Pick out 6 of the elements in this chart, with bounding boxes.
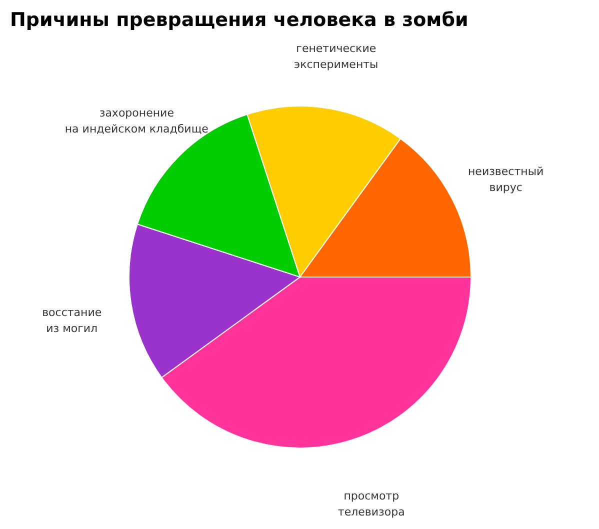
slice-label: просмотр телевизора [338,490,405,519]
slice-label: неизвестный вирус [468,165,544,194]
chart-title: Причины превращения человека в зомби [10,9,468,31]
slice-label: восстание из могил [42,306,102,336]
slice-label: захоронение на индейском кладбище [64,106,209,136]
slice-label: генетические эксперименты [294,42,378,71]
